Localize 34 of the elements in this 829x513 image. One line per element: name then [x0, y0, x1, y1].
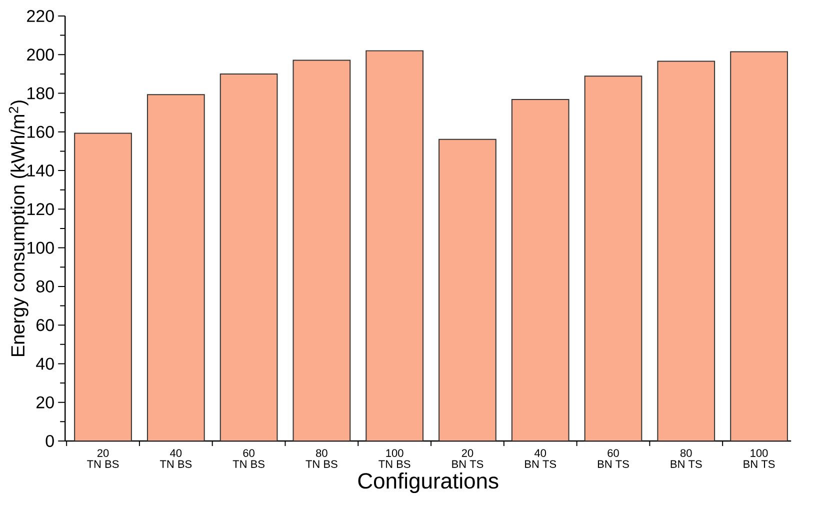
bar: [584, 76, 642, 441]
bar: [366, 50, 424, 441]
y-tick-label: 200: [27, 48, 54, 61]
bar: [74, 132, 132, 441]
y-tick-label: 160: [28, 126, 54, 138]
bar: [292, 60, 351, 441]
bar: [220, 73, 278, 441]
bar: [146, 94, 205, 441]
y-tick-label: 100: [28, 242, 54, 254]
y-tick-label: 40: [36, 358, 54, 370]
x-tick-label: 20 TN BS: [87, 449, 119, 468]
x-tick-label: 40 BN TS: [525, 449, 556, 468]
x-tick-label: 20 BN TS: [452, 449, 484, 468]
y-axis-title: Energy consumption (kWh/m$^{2}$): [8, 100, 28, 356]
bar: [730, 51, 788, 441]
bar: [511, 98, 570, 441]
y-tick-label: 80: [36, 280, 54, 292]
x-tick-label: 80 BN TS: [670, 449, 702, 468]
x-tick-label: 60 TN BS: [232, 449, 264, 468]
y-tick-label: 140: [28, 164, 54, 177]
x-tick-label: 40 TN BS: [160, 449, 192, 468]
y-tick-label: 60: [36, 319, 54, 332]
y-tick-label: 0: [46, 434, 54, 448]
x-tick-label: 60 BN TS: [598, 449, 629, 468]
y-tick-label: 120: [28, 203, 54, 216]
x-tick-label: 80 TN BS: [306, 449, 338, 468]
x-tick-label: 100 BN TS: [744, 449, 775, 468]
bar: [438, 138, 496, 441]
x-tick-label: 100 TN BS: [378, 449, 410, 468]
bar: [657, 60, 716, 441]
y-tick-label: 220: [27, 10, 54, 22]
y-tick-label: 180: [28, 87, 54, 100]
x-axis-title: Configurations: [358, 472, 498, 494]
y-tick-label: 20: [36, 396, 54, 408]
